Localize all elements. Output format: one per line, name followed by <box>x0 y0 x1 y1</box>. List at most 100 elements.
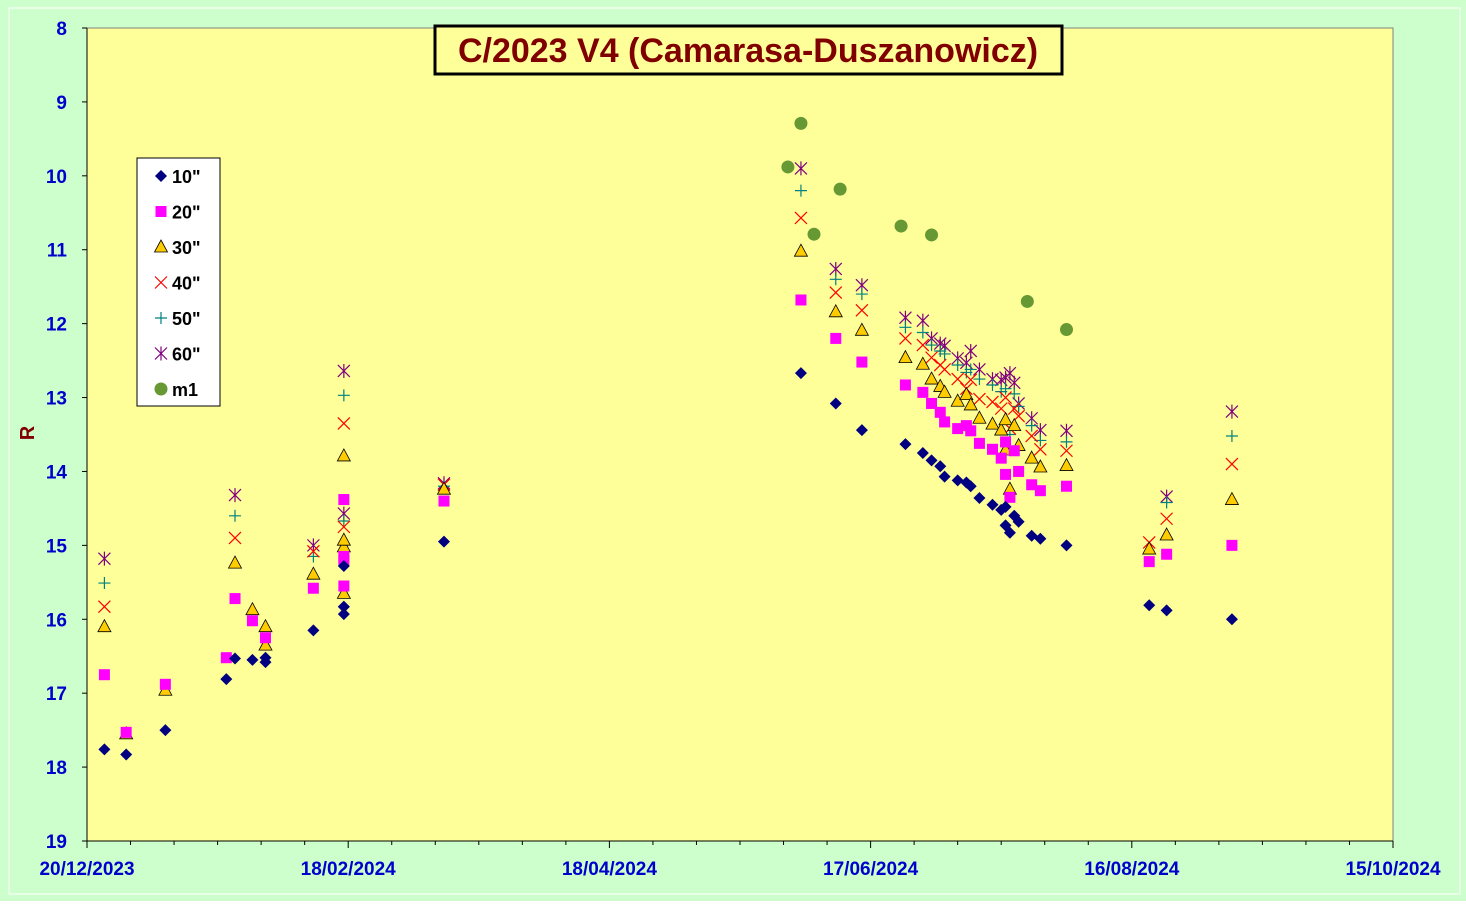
y-tick-label: 19 <box>46 832 67 853</box>
y-tick-label: 9 <box>56 93 67 114</box>
data-point <box>951 359 964 372</box>
data-point <box>1034 485 1046 497</box>
data-point <box>807 227 821 241</box>
data-point <box>938 363 952 376</box>
data-point <box>965 425 977 437</box>
y-tick-label: 18 <box>46 758 67 779</box>
data-point <box>1142 541 1157 555</box>
legend-label: 10" <box>172 167 201 187</box>
data-point <box>999 382 1012 395</box>
data-point <box>337 520 351 534</box>
data-point <box>986 395 999 409</box>
data-point <box>159 678 171 690</box>
data-point <box>1004 491 1016 503</box>
data-point <box>794 116 808 130</box>
legend-label: m1 <box>172 380 198 400</box>
data-point <box>959 386 974 400</box>
data-point <box>916 313 930 328</box>
legend-marker <box>155 170 167 182</box>
data-point <box>159 724 172 737</box>
data-point <box>227 555 243 569</box>
data-point <box>1008 387 1021 400</box>
data-point <box>437 535 450 548</box>
legend-label: 50" <box>172 309 201 329</box>
legend-marker <box>155 312 167 324</box>
data-point <box>917 386 929 398</box>
data-point <box>924 371 939 385</box>
data-point <box>229 652 242 665</box>
data-point <box>794 161 808 176</box>
data-point <box>794 211 808 225</box>
legend-item: 20" <box>155 203 201 223</box>
data-point <box>828 303 843 318</box>
legend-item: 50" <box>155 309 201 329</box>
data-point <box>916 446 929 459</box>
chart-title: C/2023 V4 (Camarasa-Duszanowicz) <box>458 32 1038 70</box>
data-point <box>98 577 111 590</box>
data-point <box>1034 532 1047 545</box>
x-tick-label: 18/04/2024 <box>562 859 658 880</box>
data-point <box>1225 613 1238 626</box>
y-tick-label: 10 <box>46 167 67 188</box>
legend-item: 30" <box>153 238 201 258</box>
data-point <box>259 656 272 669</box>
chart-title-box: C/2023 V4 (Camarasa-Duszanowicz) <box>433 24 1064 76</box>
data-point <box>337 389 350 402</box>
data-point <box>916 326 929 339</box>
data-point <box>950 393 965 407</box>
data-point <box>939 416 951 428</box>
data-point <box>1060 323 1073 337</box>
data-point <box>120 748 133 761</box>
data-point <box>1000 436 1012 448</box>
data-point <box>926 397 938 409</box>
data-point <box>916 338 930 352</box>
data-point <box>1013 465 1025 477</box>
data-point <box>1007 417 1022 432</box>
data-point <box>246 653 259 666</box>
data-point <box>307 624 320 637</box>
data-point <box>1060 539 1073 552</box>
x-tick-label: 16/08/2024 <box>1084 859 1180 880</box>
series-50in <box>98 184 1238 590</box>
legend-marker <box>155 206 167 217</box>
data-point <box>246 615 258 627</box>
data-point <box>1000 468 1012 480</box>
data-point <box>337 560 350 573</box>
data-point <box>228 488 242 503</box>
data-point <box>938 347 951 360</box>
data-point <box>258 618 273 633</box>
data-point <box>986 498 999 511</box>
data-point <box>951 474 964 487</box>
data-point <box>973 373 986 386</box>
plot-area <box>86 27 1394 842</box>
data-point <box>855 288 868 301</box>
title-box-frame <box>433 24 1064 76</box>
data-point <box>338 494 350 506</box>
data-point <box>898 349 913 364</box>
data-point <box>306 544 320 558</box>
data-point <box>934 406 946 418</box>
data-point <box>999 500 1012 513</box>
y-tick-label: 14 <box>46 462 68 483</box>
data-point <box>1159 527 1174 541</box>
series-10in <box>98 367 1238 761</box>
legend-box <box>136 157 221 407</box>
data-point <box>1008 445 1020 457</box>
legend-item: 10" <box>155 167 201 187</box>
data-point <box>999 391 1012 404</box>
data-point <box>985 416 1000 430</box>
data-point <box>336 532 352 546</box>
data-point <box>337 514 350 527</box>
data-point <box>1225 404 1239 419</box>
data-point <box>307 582 319 594</box>
data-point <box>338 550 350 562</box>
data-point <box>986 443 998 455</box>
series-m1 <box>781 116 1073 337</box>
y-tick-label: 16 <box>46 610 67 631</box>
data-point <box>1012 515 1025 528</box>
data-point <box>899 438 912 451</box>
data-point <box>438 495 450 507</box>
data-point <box>973 392 986 406</box>
series-20in <box>98 294 1238 738</box>
